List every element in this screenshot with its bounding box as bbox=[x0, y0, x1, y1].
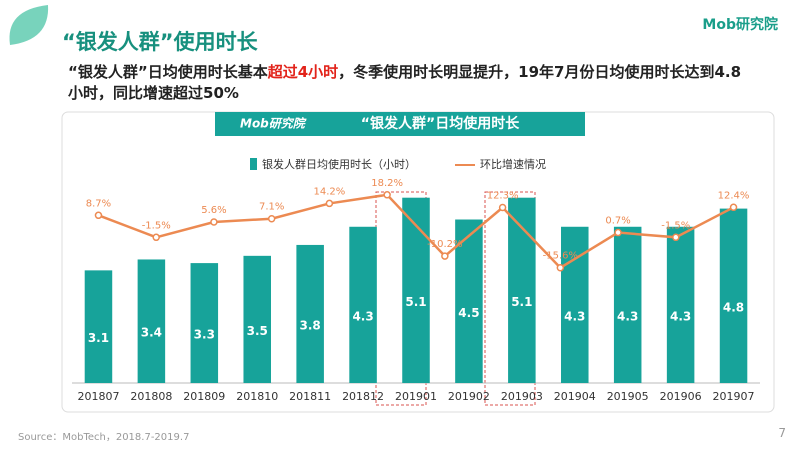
summary-text: “银发人群”日均使用时长基本 bbox=[68, 63, 268, 81]
summary-highlight: 超过4小时 bbox=[267, 63, 339, 81]
line-point bbox=[556, 263, 565, 272]
bar-value-label: 4.3 bbox=[670, 309, 691, 323]
bar bbox=[190, 263, 219, 383]
bar-value-label: 4.3 bbox=[617, 309, 638, 323]
line-value-label: 18.2% bbox=[371, 178, 403, 189]
bar bbox=[613, 226, 642, 383]
x-tick-label: 201810 bbox=[236, 390, 278, 403]
chart-title: “银发人群”日均使用时长 bbox=[361, 115, 520, 132]
bar-value-label: 5.1 bbox=[405, 295, 426, 309]
bar-value-label: 5.1 bbox=[511, 295, 532, 309]
x-tick-label: 201903 bbox=[501, 390, 543, 403]
bar-value-label: 4.5 bbox=[458, 306, 479, 320]
legend-swatch bbox=[250, 158, 257, 170]
line bbox=[98, 193, 735, 270]
summary-text: ，冬季使用时长明显提升，19年7月份日均使用时长达到4.8小时，同比增速超过50… bbox=[68, 63, 742, 102]
line-point bbox=[94, 211, 103, 220]
line-point bbox=[383, 191, 391, 199]
bar bbox=[84, 270, 113, 383]
line-value-label: 12.4% bbox=[718, 190, 750, 201]
bar-value-label: 3.5 bbox=[247, 324, 268, 338]
line-point bbox=[672, 233, 680, 242]
x-tick-label: 201809 bbox=[183, 390, 225, 403]
bar bbox=[455, 219, 483, 383]
line-value-label: -1.5% bbox=[661, 220, 690, 231]
line-point bbox=[210, 218, 218, 226]
x-tick-label: 201905 bbox=[607, 390, 649, 403]
bar-value-label: 3.4 bbox=[141, 326, 162, 340]
line-point bbox=[325, 199, 334, 208]
line-value-label: 0.7% bbox=[605, 216, 630, 227]
bar-value-label: 3.1 bbox=[88, 331, 109, 345]
line-value-label: 14.2% bbox=[314, 186, 346, 197]
summary: “银发人群”日均使用时长基本超过4小时，冬季使用时长明显提升，19年7月份日均使… bbox=[68, 62, 748, 104]
bar-value-label: 4.3 bbox=[352, 309, 373, 323]
bar-value-label: 3.8 bbox=[300, 318, 321, 332]
slide-title: “银发人群”使用时长 bbox=[62, 30, 258, 54]
bar bbox=[296, 244, 324, 383]
bar bbox=[719, 208, 748, 383]
line-value-label: -1.5% bbox=[142, 220, 171, 231]
line-point bbox=[614, 228, 622, 237]
line-value-label: 12.3% bbox=[487, 191, 519, 202]
banner-logo: Mob研究院 bbox=[240, 117, 307, 131]
line-point bbox=[441, 252, 449, 260]
line-value-label: -10.2% bbox=[427, 239, 462, 250]
line-point bbox=[498, 203, 507, 212]
bar bbox=[243, 255, 271, 383]
logo: Mob研究院 bbox=[702, 17, 778, 33]
bar bbox=[402, 197, 430, 383]
bar bbox=[666, 226, 695, 383]
bar-value-label: 4.3 bbox=[564, 309, 585, 323]
line-value-label: -15.6% bbox=[543, 251, 578, 262]
leaf-decoration bbox=[9, 5, 49, 45]
line-value-label: 5.6% bbox=[201, 205, 226, 216]
source: Source：MobTech，2018.7-2019.7 bbox=[18, 432, 190, 443]
x-tick-label: 201811 bbox=[289, 390, 331, 403]
page-number: 7 bbox=[778, 426, 786, 440]
line-value-label: 8.7% bbox=[86, 198, 111, 209]
bar bbox=[349, 226, 377, 383]
legend-label: 环比增速情况 bbox=[480, 157, 546, 171]
x-tick-label: 201902 bbox=[448, 390, 490, 403]
line-point bbox=[152, 233, 160, 242]
x-tick-label: 201904 bbox=[554, 390, 596, 403]
bar bbox=[508, 197, 536, 383]
x-tick-label: 201907 bbox=[713, 390, 755, 403]
x-tick-label: 201808 bbox=[130, 390, 172, 403]
chart-banner bbox=[215, 112, 585, 136]
line-point bbox=[267, 214, 276, 223]
x-tick-label: 201807 bbox=[77, 390, 119, 403]
line-value-label: 7.1% bbox=[259, 202, 284, 213]
legend-label: 银发人群日均使用时长（小时） bbox=[262, 157, 416, 171]
x-tick-label: 201812 bbox=[342, 390, 384, 403]
x-tick-label: 201906 bbox=[660, 390, 702, 403]
line-point bbox=[729, 203, 738, 212]
x-tick-label: 201901 bbox=[395, 390, 437, 403]
bar-value-label: 4.8 bbox=[723, 300, 744, 314]
bar-value-label: 3.3 bbox=[194, 328, 215, 342]
bar bbox=[137, 259, 166, 383]
